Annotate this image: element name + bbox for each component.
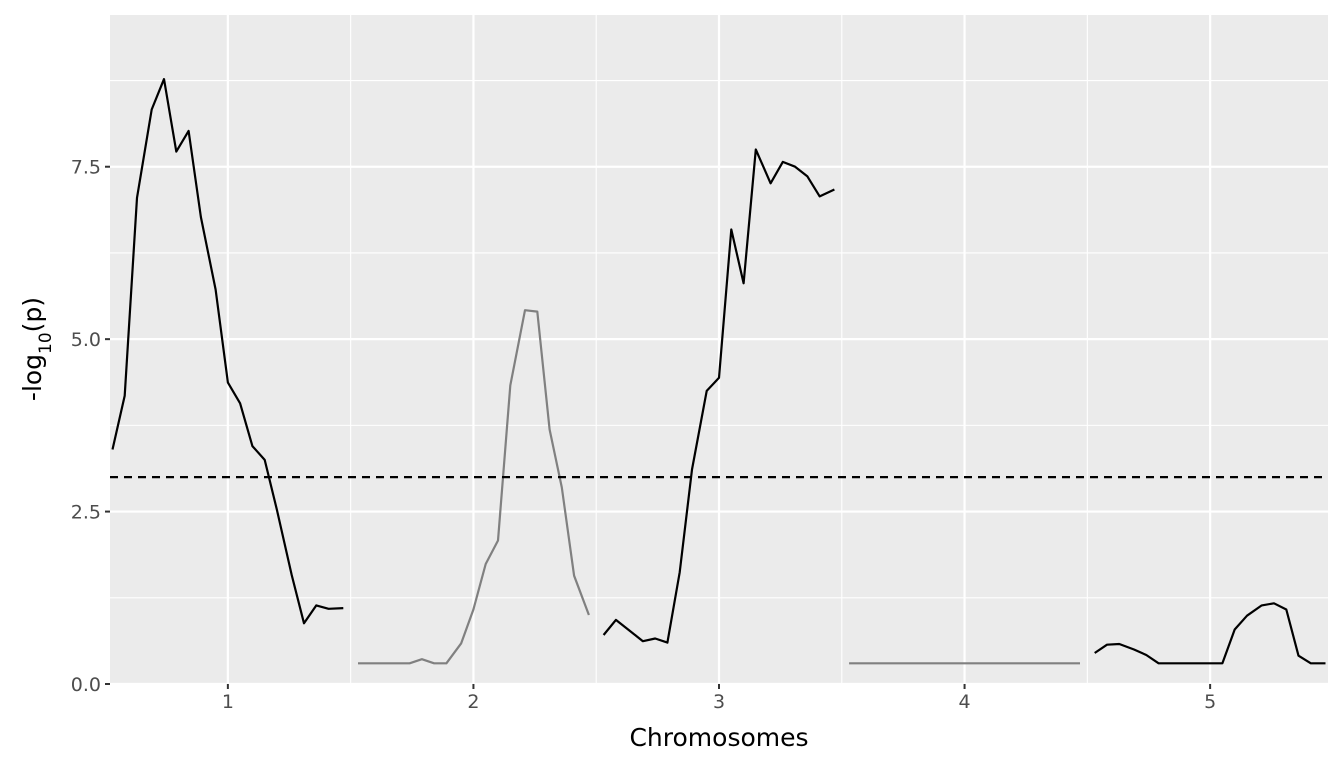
x-tick-label: 2: [467, 691, 479, 713]
y-tick-label: 5.0: [71, 329, 101, 351]
x-axis: 1 2 3 4 5: [222, 684, 1216, 713]
series-line-chromosome-1: [111, 77, 344, 625]
y-tick-label: 0.0: [71, 674, 101, 696]
y-axis-title-tail: (p): [18, 297, 47, 332]
y-tick-label: 7.5: [71, 157, 101, 179]
series-lines: [111, 77, 1326, 665]
y-tick-label: 2.5: [71, 502, 101, 524]
series-line-chromosome-5: [1094, 602, 1326, 665]
major-gridlines: [110, 15, 1328, 686]
x-axis-title: Chromosomes: [629, 723, 808, 752]
x-tick-label: 3: [713, 691, 725, 713]
y-axis-title: -log10(p): [18, 297, 56, 401]
x-tick-label: 4: [959, 691, 971, 713]
y-axis-title-subscript: 10: [36, 332, 56, 354]
y-axis-title-main: -log: [18, 354, 47, 401]
y-axis: 0.0 2.5 5.0 7.5: [71, 157, 110, 696]
x-tick-label: 5: [1204, 691, 1216, 713]
series-line-chromosome-3: [602, 148, 835, 644]
x-tick-label: 1: [222, 691, 234, 713]
series-line-chromosome-2: [358, 309, 590, 665]
